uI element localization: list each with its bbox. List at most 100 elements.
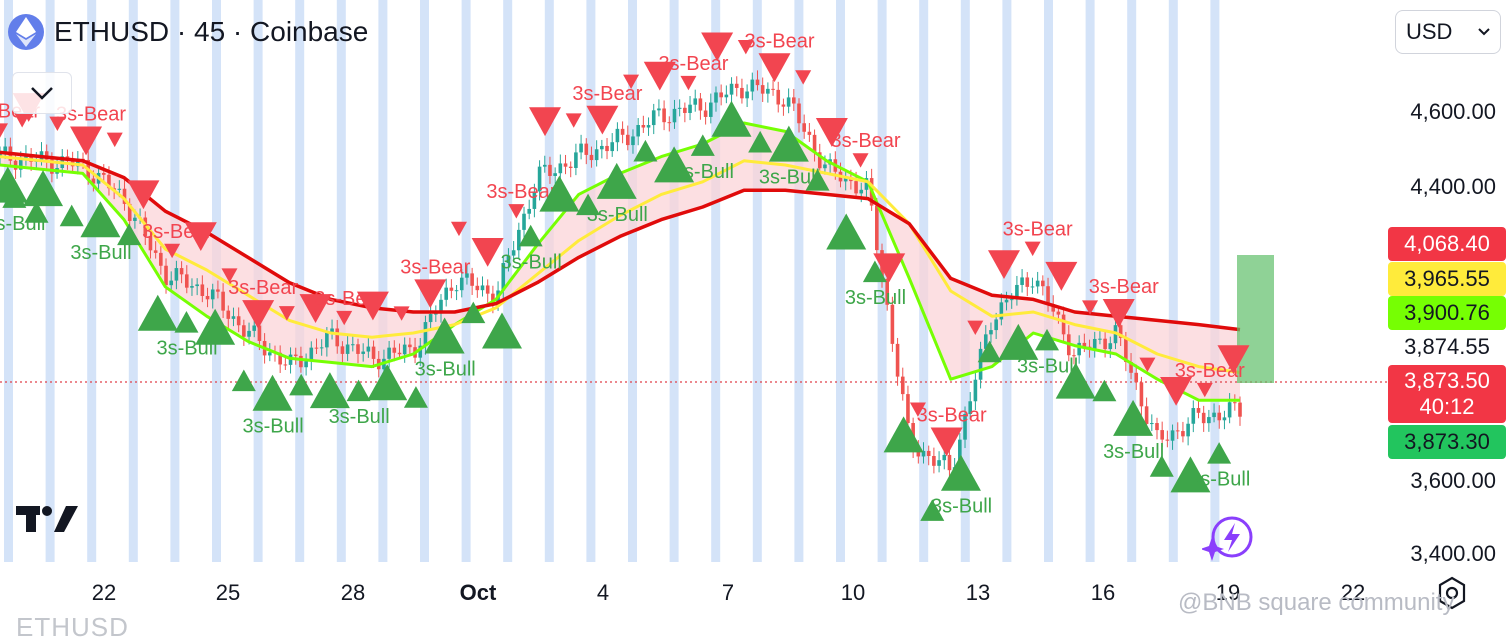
candle-body	[683, 107, 687, 113]
candle-body	[615, 128, 620, 143]
bear-signal-marker	[680, 75, 697, 91]
x-tick-label: 10	[840, 580, 866, 605]
bear-signal-marker	[184, 222, 217, 252]
bull-signal-marker	[231, 369, 256, 392]
session-band	[1127, 0, 1137, 562]
session-band	[503, 0, 513, 562]
candle-body	[1165, 439, 1170, 441]
settings-icon[interactable]	[1435, 576, 1469, 610]
bear-signal-marker	[1102, 299, 1135, 328]
candle-body	[402, 344, 407, 355]
y-tick-label: 3,400.00	[1410, 541, 1496, 566]
candle-body	[107, 174, 111, 189]
candle-body	[548, 164, 552, 176]
bull-signal-marker	[883, 416, 924, 453]
bear-signal-marker	[909, 402, 926, 417]
candle-body	[885, 278, 889, 305]
candle-body	[491, 293, 495, 306]
bull-signal-marker	[117, 223, 142, 246]
candle-body	[672, 108, 677, 123]
candle-body	[708, 102, 713, 117]
candle-body	[584, 143, 589, 155]
candle-body	[24, 154, 28, 160]
bull-signal-marker	[309, 372, 350, 409]
bull-signal-marker	[826, 213, 867, 250]
bear-signal-label: 3s-Bear	[486, 181, 556, 203]
bull-signal-marker	[518, 224, 543, 247]
candle-body	[636, 125, 640, 137]
candle-body	[745, 91, 749, 99]
bull-signal-marker	[24, 201, 49, 223]
bull-signal-label: 3s-Bull	[673, 161, 734, 183]
y-tick-label: 4,400.00	[1410, 174, 1496, 199]
candle-body	[973, 379, 978, 402]
candle-body	[148, 235, 153, 251]
candle-body	[200, 284, 205, 296]
candle-body	[1025, 277, 1030, 287]
candle-body	[1098, 338, 1102, 340]
candle-body	[568, 166, 573, 168]
currency-select[interactable]: USD	[1395, 10, 1501, 54]
bull-signal-marker	[862, 260, 887, 283]
candle-body	[999, 302, 1004, 320]
bear-signal-marker	[1139, 357, 1156, 372]
candle-body	[1191, 408, 1196, 424]
bear-signal-marker	[164, 243, 181, 259]
candle-body	[459, 277, 464, 291]
bear-signal-label: 3s-Bear	[1175, 360, 1245, 382]
bull-signal-marker	[1170, 456, 1211, 493]
x-tick-label: 28	[340, 580, 366, 605]
session-band	[1210, 0, 1220, 562]
candle-body	[267, 352, 272, 356]
bull-signal-marker	[1092, 379, 1117, 402]
candle-body	[574, 152, 578, 168]
candle-body	[553, 173, 557, 176]
bear-signal-marker	[14, 113, 31, 128]
bull-signal-marker	[1113, 399, 1154, 436]
bear-signal-label: 3s-Bear	[572, 83, 642, 105]
ethereum-icon	[8, 14, 44, 50]
bear-signal-marker	[393, 306, 410, 321]
candle-body	[184, 274, 189, 288]
candle-body	[210, 289, 215, 300]
candle-body	[366, 346, 371, 352]
bull-signal-marker	[977, 340, 1002, 363]
bull-signal-marker	[137, 294, 178, 331]
collapse-toggle-button[interactable]	[12, 72, 72, 114]
bull-signal-label: 3s-Bull	[243, 416, 304, 438]
candle-body	[594, 149, 599, 161]
watermark-text: @BNB square community	[1178, 589, 1455, 616]
candle-body	[1124, 337, 1128, 363]
candle-body	[1134, 372, 1139, 383]
price-tag-value: 3,873.30	[1404, 429, 1490, 454]
candle-body	[1212, 412, 1216, 418]
bear-signal-marker	[737, 39, 754, 55]
candle-body	[1082, 342, 1087, 347]
bull-signal-marker	[0, 166, 28, 203]
candle-body	[190, 286, 194, 288]
price-tag-value: 4,068.40	[1404, 231, 1490, 256]
candle-body	[1155, 423, 1159, 431]
session-band	[711, 0, 721, 562]
candle-body	[387, 347, 391, 359]
candle-body	[444, 287, 448, 300]
price-chart[interactable]: 3s-Bear 3s-Bull 3s-Bear 3s-Bull 3s-Bear 3s-Bu…	[0, 0, 1512, 629]
candle-body	[309, 347, 314, 362]
candle-body	[1020, 277, 1024, 285]
bull-signal-label: 3s-Bull	[70, 242, 131, 264]
bull-signal-marker	[481, 312, 522, 349]
bull-signal-marker	[690, 134, 715, 156]
candle-body	[662, 108, 666, 123]
candle-body	[698, 98, 703, 111]
candle-body	[439, 299, 443, 314]
candle-body	[454, 290, 459, 292]
candle-body	[895, 343, 900, 377]
candle-body	[978, 348, 983, 380]
candle-body	[226, 310, 231, 319]
bull-signal-marker	[998, 323, 1039, 360]
bear-signal-label: 3s-Bear	[831, 130, 901, 152]
candle-body	[122, 188, 127, 204]
candle-body	[1009, 299, 1014, 301]
candle-body	[335, 328, 340, 347]
candle-body	[1004, 299, 1009, 303]
